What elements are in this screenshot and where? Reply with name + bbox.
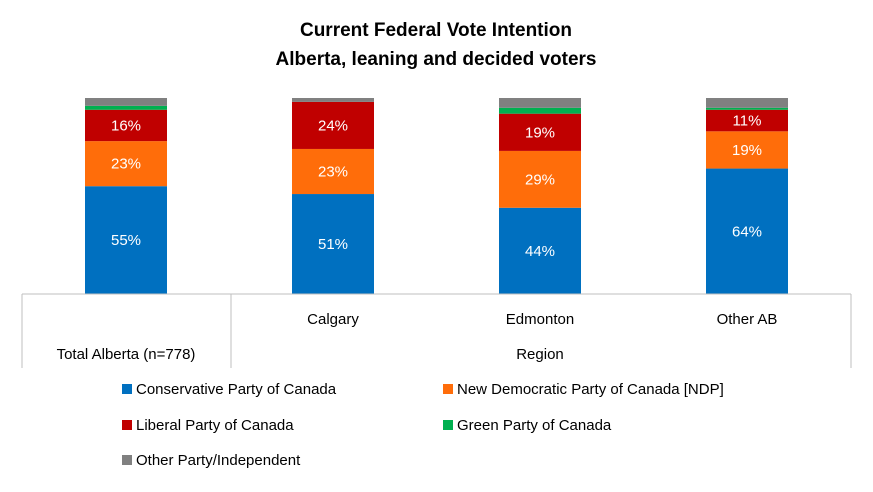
legend-label-green-party-of-canada: Green Party of Canada (457, 417, 612, 434)
data-label-new-democratic-party-of-canada-ndp-calgary: 23% (318, 164, 348, 181)
data-label-liberal-party-of-canada-total-alberta-n-778: 16% (111, 117, 141, 134)
legend-swatch-new-democratic-party-of-canada-ndp (443, 384, 453, 394)
bar-liberal-party-of-canada-edmonton (499, 113, 581, 151)
legend-label-other-party-independent: Other Party/Independent (136, 452, 301, 469)
bar-conservative-party-of-canada-total-alberta-n-778 (85, 186, 167, 294)
data-label-liberal-party-of-canada-edmonton: 19% (525, 124, 555, 141)
bar-new-democratic-party-of-canada-ndp-other-ab (706, 131, 788, 169)
data-label-conservative-party-of-canada-other-ab: 64% (732, 223, 762, 240)
bar-conservative-party-of-canada-calgary (292, 194, 374, 294)
bar-liberal-party-of-canada-total-alberta-n-778 (85, 109, 167, 142)
legend: Conservative Party of Canada New Democrat… (122, 381, 724, 469)
data-label-conservative-party-of-canada-edmonton: 44% (525, 243, 555, 260)
category-label-calgary: Calgary (307, 311, 359, 328)
bar-liberal-party-of-canada-other-ab (706, 109, 788, 132)
data-label-liberal-party-of-canada-other-ab: 11% (733, 113, 762, 130)
bar-conservative-party-of-canada-edmonton (499, 207, 581, 294)
legend-swatch-green-party-of-canada (443, 420, 453, 430)
category-label-other-ab: Other AB (717, 311, 778, 328)
bar-other-party-independent-other-ab (706, 98, 788, 108)
data-label-liberal-party-of-canada-calgary: 24% (318, 117, 348, 134)
bar-new-democratic-party-of-canada-ndp-edmonton (499, 150, 581, 208)
bars-group: 55% 23% 16% 51% 23% 24% 44% 29% 19% 64% 19% 11% (85, 98, 788, 294)
bar-conservative-party-of-canada-other-ab (706, 168, 788, 294)
data-label-new-democratic-party-of-canada-ndp-other-ab: 19% (732, 142, 762, 159)
bar-green-party-of-canada-total-alberta-n-778 (85, 105, 167, 110)
bar-other-party-independent-total-alberta-n-778 (85, 98, 167, 106)
category-label-edmonton: Edmonton (506, 311, 574, 328)
legend-label-conservative-party-of-canada: Conservative Party of Canada (136, 381, 337, 398)
bar-other-party-independent-edmonton (499, 98, 581, 108)
chart-title: Current Federal Vote Intention (300, 20, 572, 41)
data-label-conservative-party-of-canada-total-alberta-n-778: 55% (111, 232, 141, 249)
data-label-conservative-party-of-canada-calgary: 51% (318, 236, 348, 253)
bar-liberal-party-of-canada-calgary (292, 101, 374, 149)
category-labels: Total Alberta (n=778) Calgary Edmonton Othe… (57, 311, 778, 363)
bar-green-party-of-canada-other-ab (706, 107, 788, 110)
bar-new-democratic-party-of-canada-ndp-calgary (292, 148, 374, 195)
category-label-total-alberta-n-778: Total Alberta (n=778) (57, 346, 196, 363)
legend-label-liberal-party-of-canada: Liberal Party of Canada (136, 417, 294, 434)
data-label-new-democratic-party-of-canada-ndp-total-alberta-n-778: 23% (111, 156, 141, 173)
legend-swatch-other-party-independent (122, 455, 132, 465)
bar-other-party-independent-calgary (292, 98, 374, 102)
group-label-region: Region (516, 346, 564, 363)
bar-new-democratic-party-of-canada-ndp-total-alberta-n-778 (85, 141, 167, 187)
data-label-new-democratic-party-of-canada-ndp-edmonton: 29% (525, 171, 555, 188)
bar-green-party-of-canada-edmonton (499, 107, 581, 114)
legend-label-new-democratic-party-of-canada-ndp: New Democratic Party of Canada [NDP] (457, 381, 724, 398)
chart-subtitle: Alberta, leaning and decided voters (276, 49, 597, 70)
legend-swatch-conservative-party-of-canada (122, 384, 132, 394)
legend-swatch-liberal-party-of-canada (122, 420, 132, 430)
category-axis (21, 293, 852, 368)
